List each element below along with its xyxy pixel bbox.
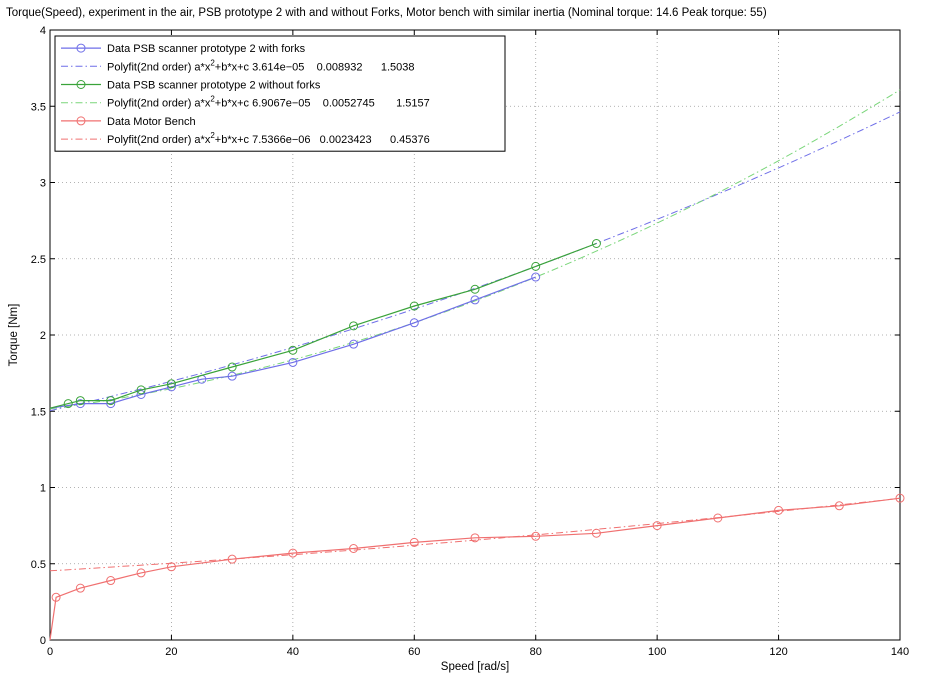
data-point (63, 399, 73, 409)
data-point (349, 321, 359, 331)
data-point (288, 548, 298, 558)
legend-label: Polyfit(2nd order) a*x2+b*x+c 7.5366e−06… (107, 131, 430, 146)
series-1 (49, 111, 901, 412)
data-point (166, 562, 176, 572)
series-line (49, 497, 901, 641)
x-tick-label: 140 (891, 646, 909, 658)
x-axis-label: Speed [rad/s] (441, 661, 509, 673)
y-tick-label: 3 (40, 178, 46, 190)
series-layer (49, 89, 905, 641)
data-point (652, 521, 662, 531)
legend-label: Data PSB scanner prototype 2 without for… (107, 80, 321, 92)
legend-item: Data PSB scanner prototype 2 with forks (61, 43, 306, 55)
legend-label: Polyfit(2nd order) a*x2+b*x+c 3.614e−05 … (107, 58, 414, 73)
data-point (591, 528, 601, 538)
x-tick-label: 60 (408, 646, 420, 658)
data-point (774, 505, 784, 515)
x-tick-label: 20 (165, 646, 177, 658)
fit-line (49, 111, 901, 412)
data-point (106, 399, 116, 409)
x-tick-label: 80 (530, 646, 542, 658)
series-line (49, 276, 536, 409)
data-point (51, 592, 61, 602)
data-point (227, 554, 237, 564)
y-tick-label: 1 (40, 483, 46, 495)
series-3 (49, 89, 901, 410)
x-tick-label: 0 (47, 646, 53, 658)
y-axis-label: Torque [Nm] (8, 304, 20, 367)
legend-item: Polyfit(2nd order) a*x2+b*x+c 3.614e−05 … (61, 58, 414, 73)
legend-item: Data PSB scanner prototype 2 without for… (61, 80, 321, 92)
legend-label: Polyfit(2nd order) a*x2+b*x+c 6.9067e−05… (107, 95, 430, 110)
x-axis: 0 20 40 60 80 100 120 140 (47, 30, 909, 658)
fit-line (49, 89, 901, 410)
data-point (409, 301, 419, 311)
legend-marker (76, 80, 86, 89)
data-point (227, 371, 237, 381)
data-point (75, 583, 85, 593)
legend-item: Data Motor Bench (61, 116, 196, 128)
data-point (470, 284, 480, 294)
data-point (349, 544, 359, 553)
data-point (895, 493, 905, 503)
data-point (288, 345, 298, 355)
data-point (166, 382, 176, 392)
data-point (713, 513, 723, 523)
legend: Data PSB scanner prototype 2 with forks P… (54, 35, 506, 152)
data-point (470, 533, 480, 543)
data-point (106, 576, 116, 586)
x-tick-label: 120 (769, 646, 787, 658)
data-point (591, 239, 601, 248)
legend-label: Data Motor Bench (107, 116, 196, 128)
data-point (106, 396, 116, 406)
data-point (136, 568, 146, 578)
series-0 (49, 272, 541, 409)
data-point (349, 339, 359, 349)
y-tick-label: 4 (40, 25, 46, 37)
data-point (409, 537, 419, 547)
legend-item: Polyfit(2nd order) a*x2+b*x+c 7.5366e−06… (61, 131, 430, 146)
data-point (75, 399, 85, 409)
x-tick-label: 100 (648, 646, 666, 658)
data-point (531, 272, 541, 282)
series-4 (49, 493, 905, 641)
legend-item: Polyfit(2nd order) a*x2+b*x+c 6.9067e−05… (61, 95, 430, 110)
legend-marker (76, 116, 86, 126)
y-tick-label: 2.5 (31, 254, 46, 266)
data-point (531, 531, 541, 541)
data-point (227, 362, 237, 372)
data-point (470, 295, 480, 305)
data-point (834, 501, 844, 511)
y-tick-label: 0.5 (31, 559, 46, 571)
data-point (166, 379, 176, 389)
chart-title: Torque(Speed), experiment in the air, PS… (6, 7, 767, 19)
y-tick-label: 3.5 (31, 101, 46, 113)
data-point (288, 357, 298, 367)
data-point (75, 396, 85, 406)
y-tick-label: 2 (40, 330, 46, 342)
legend-box (54, 35, 506, 152)
series-line (49, 242, 597, 409)
y-tick-label: 0 (40, 635, 46, 647)
data-point (409, 318, 419, 328)
data-point (136, 385, 146, 395)
series-2 (49, 239, 601, 409)
y-tick-label: 1.5 (31, 406, 46, 418)
x-tick-label: 40 (287, 646, 299, 658)
legend-label: Data PSB scanner prototype 2 with forks (107, 43, 306, 55)
y-axis: 0 0.5 1 1.5 2 2.5 3 3.5 4 (31, 25, 900, 647)
data-point (531, 261, 541, 271)
legend-marker (76, 43, 86, 53)
